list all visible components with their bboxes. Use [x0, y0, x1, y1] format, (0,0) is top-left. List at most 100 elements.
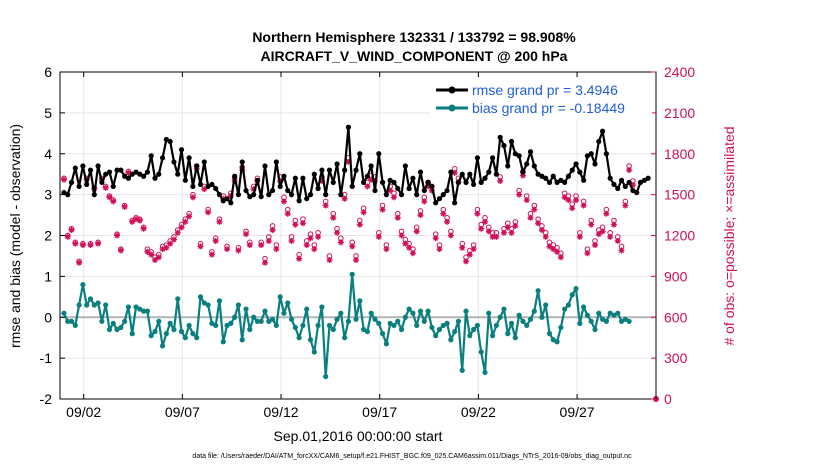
rmse-point — [520, 169, 526, 175]
y-right-tick-label: 1500 — [664, 187, 695, 203]
obs-assimilated-marker — [106, 194, 113, 201]
bias-point — [448, 337, 454, 343]
obs-assimilated-marker — [121, 203, 128, 210]
rmse-point — [645, 175, 651, 181]
rmse-point — [235, 192, 242, 198]
obs-assimilated-marker — [280, 198, 287, 205]
bias-point — [95, 300, 101, 306]
bias-point — [565, 302, 572, 308]
rmse-point — [634, 189, 640, 196]
rmse-point — [171, 159, 177, 165]
bias-point — [292, 324, 298, 331]
bias-point — [425, 308, 431, 314]
obs-assimilated-marker — [76, 259, 83, 266]
bias-point — [410, 310, 416, 316]
rmse-point — [505, 163, 511, 169]
y-right-tick-label: 1200 — [664, 228, 695, 244]
rmse-point — [110, 183, 116, 190]
obs-assimilated-marker — [440, 210, 447, 217]
bias-line — [62, 273, 630, 378]
bias-point — [395, 318, 401, 324]
bias-point — [531, 308, 537, 314]
bias-point — [357, 298, 363, 304]
bias-point — [501, 306, 507, 312]
obs-assimilated-marker — [197, 243, 204, 250]
bias-point — [584, 312, 591, 318]
rmse-point — [285, 187, 291, 194]
bias-point — [471, 326, 477, 333]
rmse-point — [467, 171, 473, 177]
rmse-point — [125, 175, 132, 181]
rmse-point — [391, 179, 397, 185]
rmse-point — [224, 196, 230, 202]
obs-assimilated-marker — [322, 202, 329, 209]
bias-point — [296, 335, 302, 341]
obs-assimilated-marker — [284, 210, 291, 217]
x-tick-label: 09/27 — [560, 404, 595, 420]
obs-assimilated-marker — [565, 197, 572, 204]
obs-assimilated-marker — [402, 240, 409, 247]
rmse-point — [444, 187, 450, 194]
bias-point — [205, 302, 211, 308]
bias-point — [444, 320, 450, 326]
obs-assimilated-marker — [451, 169, 458, 176]
rmse-point — [508, 138, 515, 145]
bias-point — [546, 331, 553, 337]
obs-assimilated-marker — [299, 220, 306, 227]
obs-assimilated-marker — [243, 231, 250, 238]
obs-assimilated-marker — [72, 240, 79, 247]
rmse-point — [539, 173, 545, 179]
obs-assimilated-marker — [125, 169, 132, 176]
bias-point — [615, 310, 621, 316]
rmse-point — [641, 177, 647, 183]
obs-assimilated-marker — [337, 239, 344, 246]
rmse-point — [273, 159, 279, 165]
rmse-point — [239, 159, 245, 165]
obs-assimilated-marker — [478, 225, 485, 232]
rmse-point — [220, 198, 226, 204]
bias-point — [603, 318, 609, 324]
obs-assimilated-marker — [432, 235, 439, 242]
bias-point — [239, 337, 245, 343]
bias-point — [311, 349, 317, 355]
rmse-point — [478, 179, 484, 185]
rmse-point — [277, 183, 283, 190]
bias-point — [209, 320, 215, 326]
obs-assimilated-marker — [110, 198, 117, 205]
rmse-point — [603, 151, 609, 157]
bias-point — [345, 318, 352, 324]
obs-assimilated-marker — [610, 221, 617, 228]
obs-assimilated-marker — [117, 247, 124, 254]
bias-point — [326, 322, 333, 329]
rmse-point — [216, 192, 223, 198]
obs-assimilated-marker — [550, 246, 557, 253]
obs-assimilated-marker — [580, 202, 587, 209]
rmse-point — [459, 171, 465, 177]
rmse-point — [205, 183, 211, 190]
rmse-point — [159, 155, 166, 161]
bias-point — [235, 302, 242, 308]
y-left-tick-label: -2 — [40, 391, 53, 407]
bias-point — [175, 296, 181, 302]
obs-assimilated-marker — [288, 237, 295, 244]
rmse-point — [345, 124, 352, 130]
obs-assimilated-marker — [516, 191, 523, 198]
obs-assimilated-marker — [542, 233, 549, 240]
obs-assimilated-marker — [315, 233, 322, 240]
rmse-point — [512, 151, 518, 157]
rmse-point — [167, 138, 173, 145]
bias-point — [421, 318, 427, 324]
obs-assimilated-marker — [531, 206, 538, 213]
bias-point — [178, 328, 185, 335]
bias-point — [72, 322, 78, 329]
bias-point — [520, 318, 526, 324]
footer-data-file: data file: /Users/raeder/DAI/ATM_forcXX/… — [192, 453, 632, 460]
obs-assimilated-marker — [114, 232, 121, 239]
rmse-point — [429, 183, 435, 190]
rmse-point — [319, 167, 325, 173]
rmse-point — [471, 181, 477, 188]
bias-point — [573, 286, 579, 292]
bias-point — [304, 306, 310, 312]
rmse-point — [361, 179, 367, 185]
obs-assimilated-marker — [398, 232, 405, 239]
